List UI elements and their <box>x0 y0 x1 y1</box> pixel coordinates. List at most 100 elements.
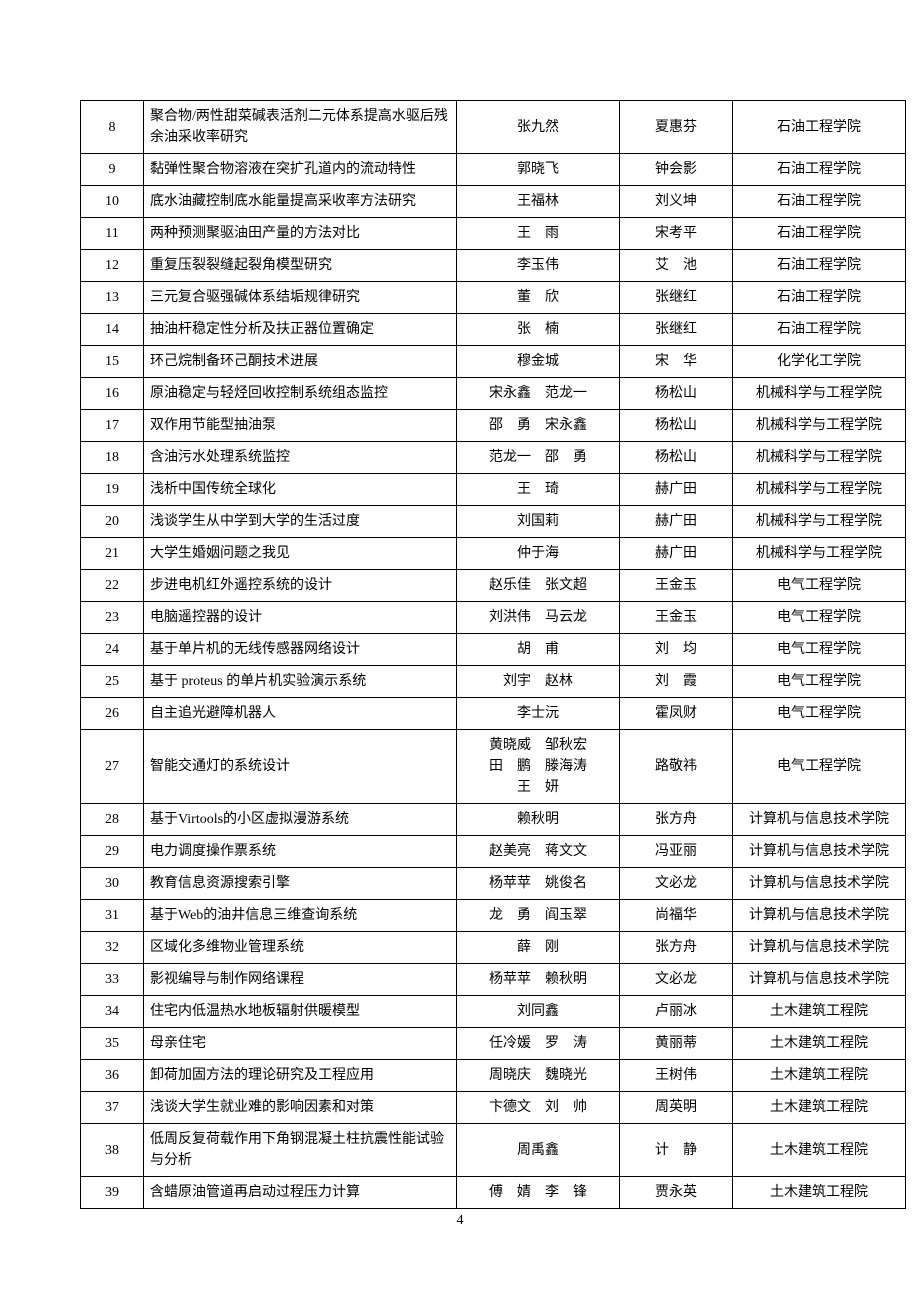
cell-author: 张九然 <box>457 101 620 154</box>
cell-dept: 土木建筑工程院 <box>733 996 906 1028</box>
cell-title: 低周反复荷载作用下角钢混凝土柱抗震性能试验与分析 <box>144 1124 457 1177</box>
table-row: 25基于 proteus 的单片机实验演示系统刘宇 赵林刘 霞电气工程学院 <box>81 666 906 698</box>
cell-id: 14 <box>81 314 144 346</box>
cell-advisor: 文必龙 <box>620 964 733 996</box>
cell-dept: 石油工程学院 <box>733 282 906 314</box>
cell-dept: 机械科学与工程学院 <box>733 442 906 474</box>
cell-advisor: 张方舟 <box>620 804 733 836</box>
cell-author: 王 雨 <box>457 218 620 250</box>
cell-author: 穆金城 <box>457 346 620 378</box>
cell-advisor: 路敬祎 <box>620 730 733 804</box>
cell-title: 浅谈大学生就业难的影响因素和对策 <box>144 1092 457 1124</box>
cell-dept: 土木建筑工程院 <box>733 1124 906 1177</box>
cell-dept: 石油工程学院 <box>733 250 906 282</box>
cell-id: 9 <box>81 154 144 186</box>
cell-title: 大学生婚姻问题之我见 <box>144 538 457 570</box>
table-row: 12重复压裂裂缝起裂角模型研究李玉伟艾 池石油工程学院 <box>81 250 906 282</box>
cell-title: 自主追光避障机器人 <box>144 698 457 730</box>
cell-dept: 石油工程学院 <box>733 186 906 218</box>
table-row: 19浅析中国传统全球化王 琦赫广田机械科学与工程学院 <box>81 474 906 506</box>
cell-title: 浅析中国传统全球化 <box>144 474 457 506</box>
cell-author: 刘同鑫 <box>457 996 620 1028</box>
cell-author: 刘国莉 <box>457 506 620 538</box>
cell-id: 18 <box>81 442 144 474</box>
table-row: 14抽油杆稳定性分析及扶正器位置确定张 楠张继红石油工程学院 <box>81 314 906 346</box>
table-row: 31基于Web的油井信息三维查询系统龙 勇 阎玉翠尚福华计算机与信息技术学院 <box>81 900 906 932</box>
cell-author: 黄晓威 邹秋宏 田 鹏 滕海涛 王 妍 <box>457 730 620 804</box>
cell-author: 宋永鑫 范龙一 <box>457 378 620 410</box>
cell-author: 赖秋明 <box>457 804 620 836</box>
cell-title: 原油稳定与轻烃回收控制系统组态监控 <box>144 378 457 410</box>
cell-author: 王 琦 <box>457 474 620 506</box>
cell-id: 25 <box>81 666 144 698</box>
cell-title: 抽油杆稳定性分析及扶正器位置确定 <box>144 314 457 346</box>
cell-dept: 石油工程学院 <box>733 314 906 346</box>
cell-id: 27 <box>81 730 144 804</box>
table-row: 20浅谈学生从中学到大学的生活过度刘国莉赫广田机械科学与工程学院 <box>81 506 906 538</box>
cell-advisor: 尚福华 <box>620 900 733 932</box>
cell-dept: 化学化工学院 <box>733 346 906 378</box>
table-row: 9黏弹性聚合物溶液在突扩孔道内的流动特性郭晓飞钟会影石油工程学院 <box>81 154 906 186</box>
table-row: 30教育信息资源搜索引擎杨苹苹 姚俊名文必龙计算机与信息技术学院 <box>81 868 906 900</box>
cell-id: 16 <box>81 378 144 410</box>
cell-title: 住宅内低温热水地板辐射供暖模型 <box>144 996 457 1028</box>
cell-advisor: 卢丽冰 <box>620 996 733 1028</box>
cell-author: 龙 勇 阎玉翠 <box>457 900 620 932</box>
cell-author: 杨苹苹 赖秋明 <box>457 964 620 996</box>
table-row: 27智能交通灯的系统设计黄晓威 邹秋宏 田 鹏 滕海涛 王 妍路敬祎电气工程学院 <box>81 730 906 804</box>
cell-advisor: 赫广田 <box>620 506 733 538</box>
table-row: 15环己烷制备环己酮技术进展穆金城宋 华化学化工学院 <box>81 346 906 378</box>
cell-id: 38 <box>81 1124 144 1177</box>
cell-id: 21 <box>81 538 144 570</box>
cell-advisor: 文必龙 <box>620 868 733 900</box>
cell-dept: 土木建筑工程院 <box>733 1177 906 1209</box>
cell-id: 33 <box>81 964 144 996</box>
cell-dept: 土木建筑工程院 <box>733 1092 906 1124</box>
cell-dept: 机械科学与工程学院 <box>733 378 906 410</box>
cell-advisor: 张继红 <box>620 314 733 346</box>
cell-advisor: 黄丽蒂 <box>620 1028 733 1060</box>
cell-title: 步进电机红外遥控系统的设计 <box>144 570 457 602</box>
cell-id: 32 <box>81 932 144 964</box>
cell-title: 重复压裂裂缝起裂角模型研究 <box>144 250 457 282</box>
cell-dept: 电气工程学院 <box>733 730 906 804</box>
cell-id: 22 <box>81 570 144 602</box>
table-row: 38低周反复荷载作用下角钢混凝土柱抗震性能试验与分析周禹鑫计 静土木建筑工程院 <box>81 1124 906 1177</box>
cell-id: 24 <box>81 634 144 666</box>
papers-table: 8聚合物/两性甜菜碱表活剂二元体系提高水驱后残余油采收率研究张九然夏惠芬石油工程… <box>80 100 906 1209</box>
cell-title: 基于单片机的无线传感器网络设计 <box>144 634 457 666</box>
table-row: 35母亲住宅任冷媛 罗 涛黄丽蒂土木建筑工程院 <box>81 1028 906 1060</box>
cell-id: 30 <box>81 868 144 900</box>
cell-id: 10 <box>81 186 144 218</box>
table-row: 8聚合物/两性甜菜碱表活剂二元体系提高水驱后残余油采收率研究张九然夏惠芬石油工程… <box>81 101 906 154</box>
cell-dept: 电气工程学院 <box>733 602 906 634</box>
cell-author: 傅 婧 李 锋 <box>457 1177 620 1209</box>
cell-author: 赵美亮 蒋文文 <box>457 836 620 868</box>
cell-advisor: 刘 均 <box>620 634 733 666</box>
cell-author: 仲于海 <box>457 538 620 570</box>
cell-advisor: 赫广田 <box>620 538 733 570</box>
cell-author: 李玉伟 <box>457 250 620 282</box>
cell-id: 36 <box>81 1060 144 1092</box>
cell-advisor: 杨松山 <box>620 378 733 410</box>
cell-dept: 电气工程学院 <box>733 570 906 602</box>
table-row: 39含蜡原油管道再启动过程压力计算傅 婧 李 锋贾永英土木建筑工程院 <box>81 1177 906 1209</box>
cell-dept: 机械科学与工程学院 <box>733 506 906 538</box>
table-row: 13三元复合驱强碱体系结垢规律研究董 欣张继红石油工程学院 <box>81 282 906 314</box>
cell-advisor: 杨松山 <box>620 442 733 474</box>
cell-dept: 机械科学与工程学院 <box>733 538 906 570</box>
cell-id: 34 <box>81 996 144 1028</box>
cell-title: 基于Virtools的小区虚拟漫游系统 <box>144 804 457 836</box>
cell-author: 王福林 <box>457 186 620 218</box>
cell-title: 含油污水处理系统监控 <box>144 442 457 474</box>
cell-dept: 计算机与信息技术学院 <box>733 804 906 836</box>
cell-author: 刘洪伟 马云龙 <box>457 602 620 634</box>
cell-id: 35 <box>81 1028 144 1060</box>
cell-title: 底水油藏控制底水能量提高采收率方法研究 <box>144 186 457 218</box>
cell-author: 邵 勇 宋永鑫 <box>457 410 620 442</box>
cell-advisor: 夏惠芬 <box>620 101 733 154</box>
cell-id: 20 <box>81 506 144 538</box>
table-row: 10底水油藏控制底水能量提高采收率方法研究王福林刘义坤石油工程学院 <box>81 186 906 218</box>
table-row: 26自主追光避障机器人李士沅霍凤财电气工程学院 <box>81 698 906 730</box>
cell-id: 8 <box>81 101 144 154</box>
